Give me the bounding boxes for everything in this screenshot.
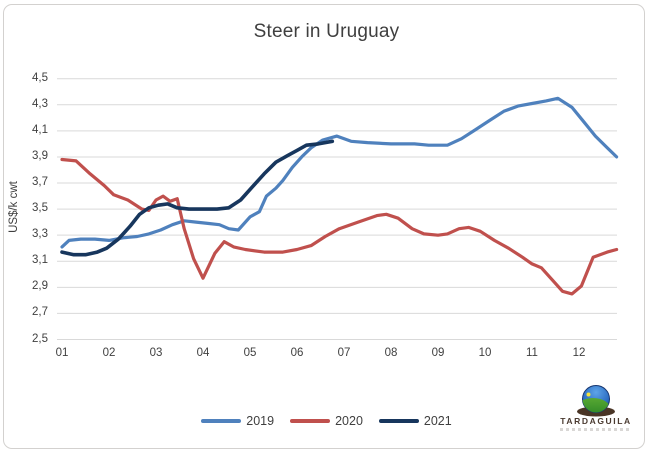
series-line-2020 bbox=[60, 157, 619, 296]
legend-swatch-2020 bbox=[290, 419, 331, 423]
y-tick-label: 2,7 bbox=[32, 306, 48, 319]
series-line-2021 bbox=[60, 139, 335, 257]
chart-frame bbox=[3, 4, 645, 449]
y-tick-label: 3,9 bbox=[32, 149, 48, 162]
logo-hill-shape bbox=[582, 398, 610, 413]
legend-swatch-2019 bbox=[201, 419, 242, 423]
y-tick-label: 3,3 bbox=[32, 228, 48, 241]
logo: TARDAGUILA bbox=[552, 384, 640, 431]
x-tick-label: 05 bbox=[243, 347, 257, 359]
legend-label: 2019 bbox=[246, 414, 275, 428]
legend-item-2021: 2021 bbox=[378, 414, 452, 428]
x-tick-label: 07 bbox=[337, 347, 351, 359]
legend-item-2020: 2020 bbox=[290, 414, 363, 428]
series-line-2019 bbox=[60, 96, 619, 249]
y-tick-label: 3,5 bbox=[32, 202, 48, 215]
legend-label: 2020 bbox=[335, 414, 363, 428]
logo-tagline bbox=[560, 428, 632, 431]
logo-globe-icon bbox=[577, 385, 615, 417]
legend-item-2019: 2019 bbox=[201, 414, 274, 428]
x-tick-label: 06 bbox=[290, 347, 304, 359]
chart-title: Steer in Uruguay bbox=[253, 21, 400, 42]
y-tick-label: 4,3 bbox=[32, 97, 48, 110]
x-tick-label: 11 bbox=[526, 347, 538, 359]
y-tick-label: 3,7 bbox=[32, 176, 48, 189]
x-tick-label: 09 bbox=[431, 347, 445, 359]
y-tick-label: 3,1 bbox=[32, 254, 48, 267]
logo-text: TARDAGUILA bbox=[560, 416, 632, 426]
y-tick-label: 4,1 bbox=[32, 123, 48, 136]
x-tick-label: 01 bbox=[55, 347, 69, 359]
x-tick-label: 03 bbox=[149, 347, 163, 359]
logo-sun-shape bbox=[586, 392, 591, 397]
y-tick-label: 2,9 bbox=[32, 280, 48, 293]
legend-swatch-2021 bbox=[378, 419, 419, 423]
legend-label: 2021 bbox=[423, 414, 452, 428]
y-tick-label: 4,5 bbox=[32, 71, 48, 84]
x-tick-label: 10 bbox=[478, 347, 492, 359]
series-lines bbox=[60, 96, 619, 296]
x-tick-label: 02 bbox=[102, 347, 116, 359]
x-tick-label: 08 bbox=[384, 347, 398, 359]
x-tick-label: 04 bbox=[196, 347, 210, 359]
x-tick-label: 12 bbox=[572, 347, 586, 359]
legend: 2019 2020 2021 bbox=[0, 414, 653, 428]
y-tick-label: 2,5 bbox=[32, 332, 48, 345]
